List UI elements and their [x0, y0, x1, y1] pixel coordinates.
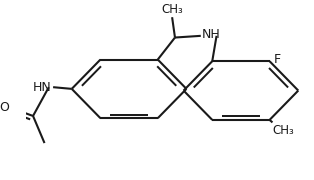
Text: O: O	[0, 101, 9, 114]
Text: CH₃: CH₃	[273, 124, 294, 137]
Text: HN: HN	[33, 81, 52, 94]
Text: CH₃: CH₃	[161, 3, 183, 15]
Text: F: F	[274, 53, 281, 66]
Text: NH: NH	[202, 28, 221, 42]
